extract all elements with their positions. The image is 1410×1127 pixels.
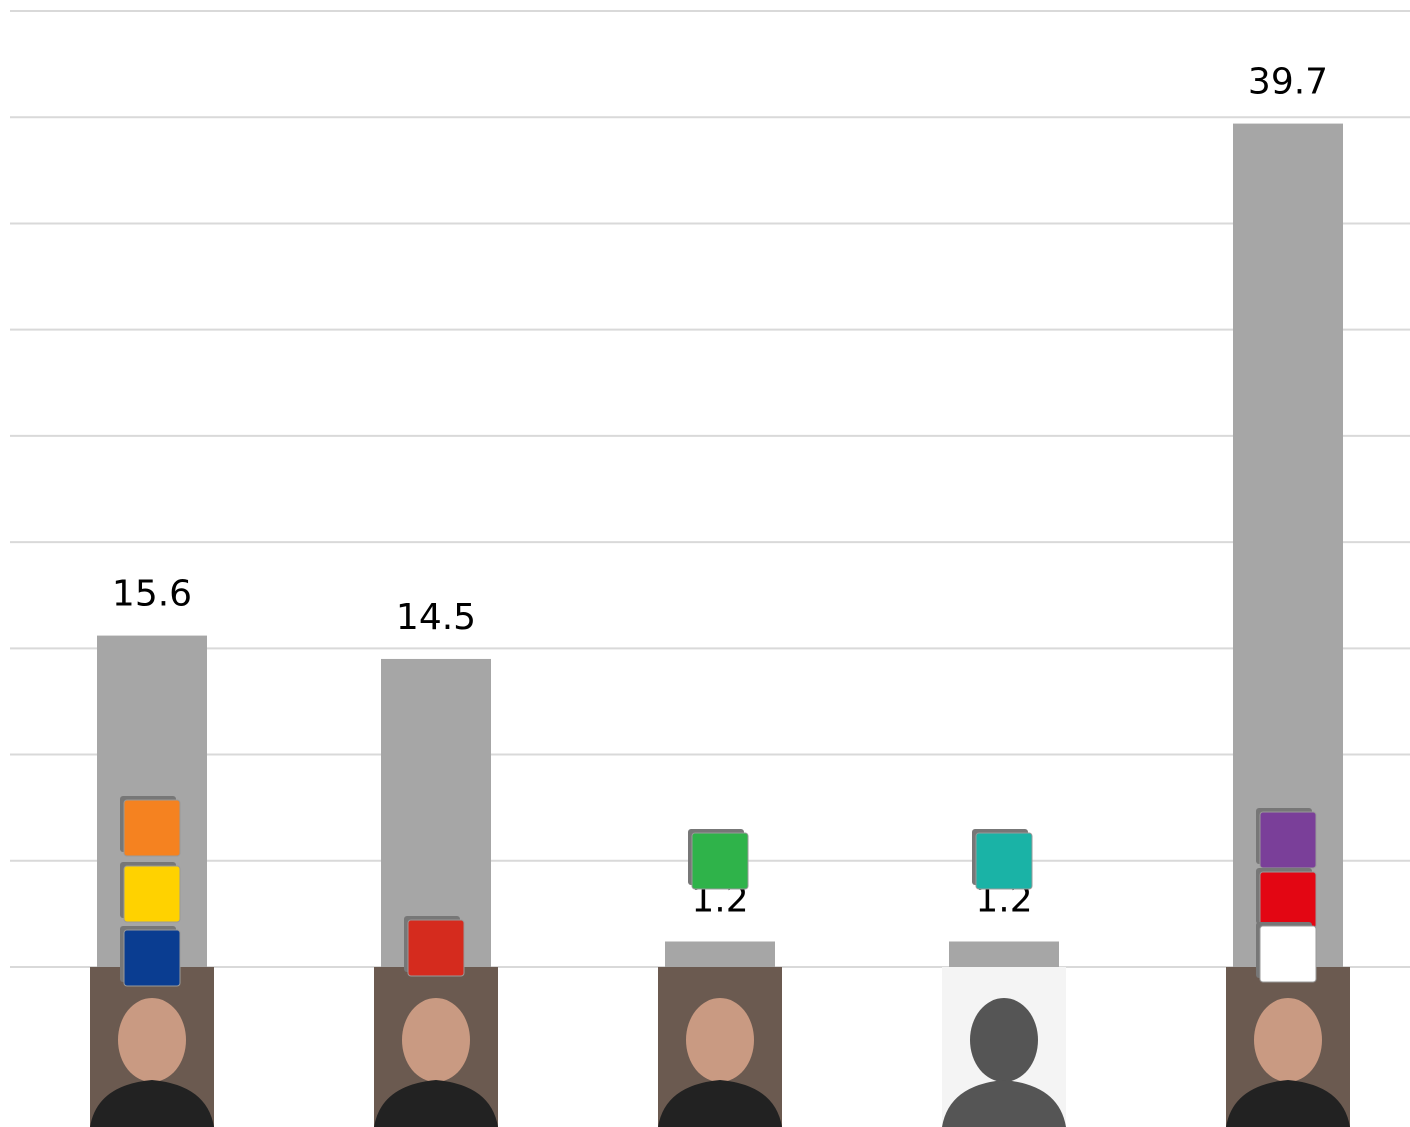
candidate-photo bbox=[90, 967, 214, 1127]
candidate-photo bbox=[658, 967, 782, 1127]
photo-head bbox=[686, 998, 754, 1082]
party-logo bbox=[1256, 868, 1316, 928]
party-logo bbox=[120, 796, 180, 856]
logo bbox=[1260, 872, 1316, 928]
value-label: 39.7 bbox=[1248, 62, 1328, 103]
candidate-photo bbox=[942, 967, 1066, 1127]
logo bbox=[1260, 926, 1316, 982]
value-label: 15.6 bbox=[112, 574, 192, 615]
logo bbox=[408, 920, 464, 976]
logo bbox=[124, 800, 180, 856]
chart: 15.614.51.21.239.7 bbox=[0, 0, 1410, 1127]
party-logo bbox=[120, 926, 180, 986]
photo-head bbox=[118, 998, 186, 1082]
photo-head bbox=[402, 998, 470, 1082]
candidate-photo bbox=[1226, 967, 1350, 1127]
bar bbox=[665, 942, 775, 967]
logo bbox=[692, 833, 748, 889]
photo-head bbox=[970, 998, 1038, 1082]
bar bbox=[949, 942, 1059, 967]
logo bbox=[124, 930, 180, 986]
grid bbox=[10, 11, 1410, 967]
party-logo bbox=[404, 916, 464, 976]
logo bbox=[124, 866, 180, 922]
party-logo bbox=[688, 829, 748, 889]
photo-head bbox=[1254, 998, 1322, 1082]
value-label: 14.5 bbox=[396, 597, 476, 638]
candidate-photo bbox=[374, 967, 498, 1127]
party-logo bbox=[972, 829, 1032, 889]
party-logo bbox=[1256, 922, 1316, 982]
party-logo bbox=[1256, 808, 1316, 868]
logo bbox=[976, 833, 1032, 889]
party-logo bbox=[120, 862, 180, 922]
logo bbox=[1260, 812, 1316, 868]
